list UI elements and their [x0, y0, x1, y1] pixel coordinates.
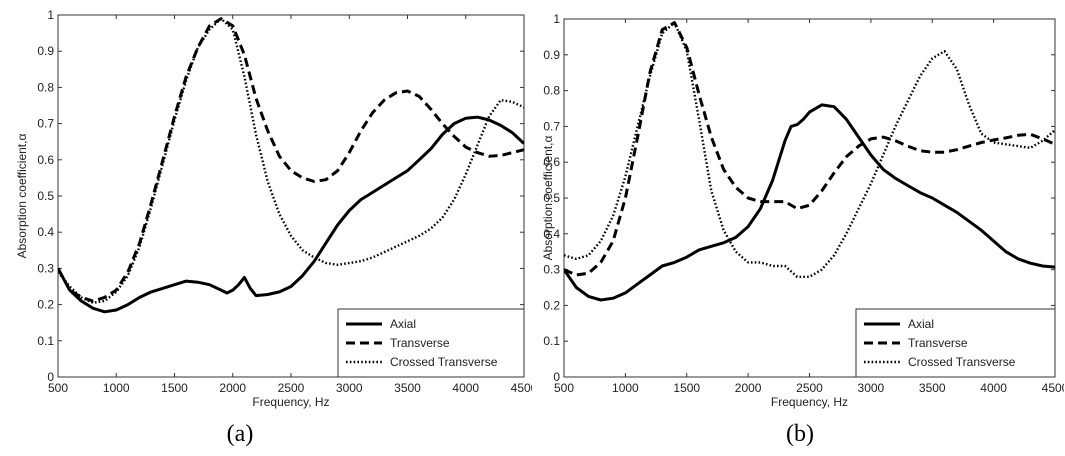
- x-tick-label: 2500: [796, 381, 823, 395]
- x-tick-label: 3500: [394, 381, 421, 395]
- y-tick-label: 0.3: [543, 263, 560, 277]
- y-tick-label: 0.9: [37, 44, 54, 58]
- y-tick-label: 0.6: [37, 153, 54, 167]
- series-line-axial: [58, 115, 524, 314]
- legend-label: Transverse: [908, 336, 968, 350]
- y-tick-label: 0.4: [543, 227, 560, 241]
- y-axis-label: Absorption coefficient,α: [541, 136, 555, 261]
- y-tick-label: 0.8: [543, 84, 560, 98]
- series-line-crossed-transverse: [58, 17, 524, 304]
- series-line-transverse: [58, 17, 524, 303]
- x-tick-label: 500: [48, 381, 68, 395]
- y-tick-label: 0.4: [37, 225, 54, 239]
- x-tick-label: 1000: [612, 381, 639, 395]
- y-tick-label: 1: [553, 12, 560, 26]
- legend-label: Axial: [908, 317, 934, 331]
- x-tick-label: 1000: [103, 381, 130, 395]
- y-tick-label: 1: [47, 8, 54, 22]
- x-tick-label: 500: [554, 381, 574, 395]
- x-tick-label: 4000: [452, 381, 479, 395]
- legend-label: Crossed Transverse: [390, 355, 498, 369]
- y-tick-label: 0.1: [37, 334, 54, 348]
- x-axis-label: Frequency, Hz: [771, 395, 848, 409]
- y-tick-label: 0.3: [37, 261, 54, 275]
- x-tick-label: 2500: [278, 381, 305, 395]
- x-tick-label: 3000: [336, 381, 363, 395]
- x-axis-label: Frequency, Hz: [252, 395, 329, 409]
- y-tick-label: 0.7: [37, 117, 54, 131]
- legend-label: Crossed Transverse: [908, 355, 1016, 369]
- legend-label: Axial: [390, 317, 416, 331]
- figure-caption: (b): [786, 421, 814, 447]
- legend-label: Transverse: [390, 336, 450, 350]
- x-tick-label: 3000: [858, 381, 885, 395]
- y-tick-label: 0.7: [543, 119, 560, 133]
- x-tick-label: 3500: [919, 381, 946, 395]
- y-tick-label: 0.2: [37, 298, 54, 312]
- x-tick-label: 1500: [161, 381, 188, 395]
- y-tick-label: 0.8: [37, 80, 54, 94]
- x-tick-label: 2000: [735, 381, 762, 395]
- x-tick-label: 1500: [673, 381, 700, 395]
- y-tick-label: 0: [553, 370, 560, 384]
- y-tick-label: 0.9: [543, 48, 560, 62]
- y-tick-label: 0.1: [543, 334, 560, 348]
- legend-box: [855, 308, 1056, 378]
- x-tick-label: 4000: [980, 381, 1007, 395]
- y-tick-label: 0.6: [543, 155, 560, 169]
- y-axis-label: Absorption coefficient,α: [15, 134, 29, 259]
- y-tick-label: 0.2: [543, 298, 560, 312]
- y-tick-label: 0: [47, 370, 54, 384]
- figure-caption: (a): [227, 421, 254, 447]
- y-tick-label: 0.5: [37, 189, 54, 203]
- series-line-axial: [564, 103, 1055, 302]
- x-tick-label: 2000: [219, 381, 246, 395]
- y-tick-label: 0.5: [543, 191, 560, 205]
